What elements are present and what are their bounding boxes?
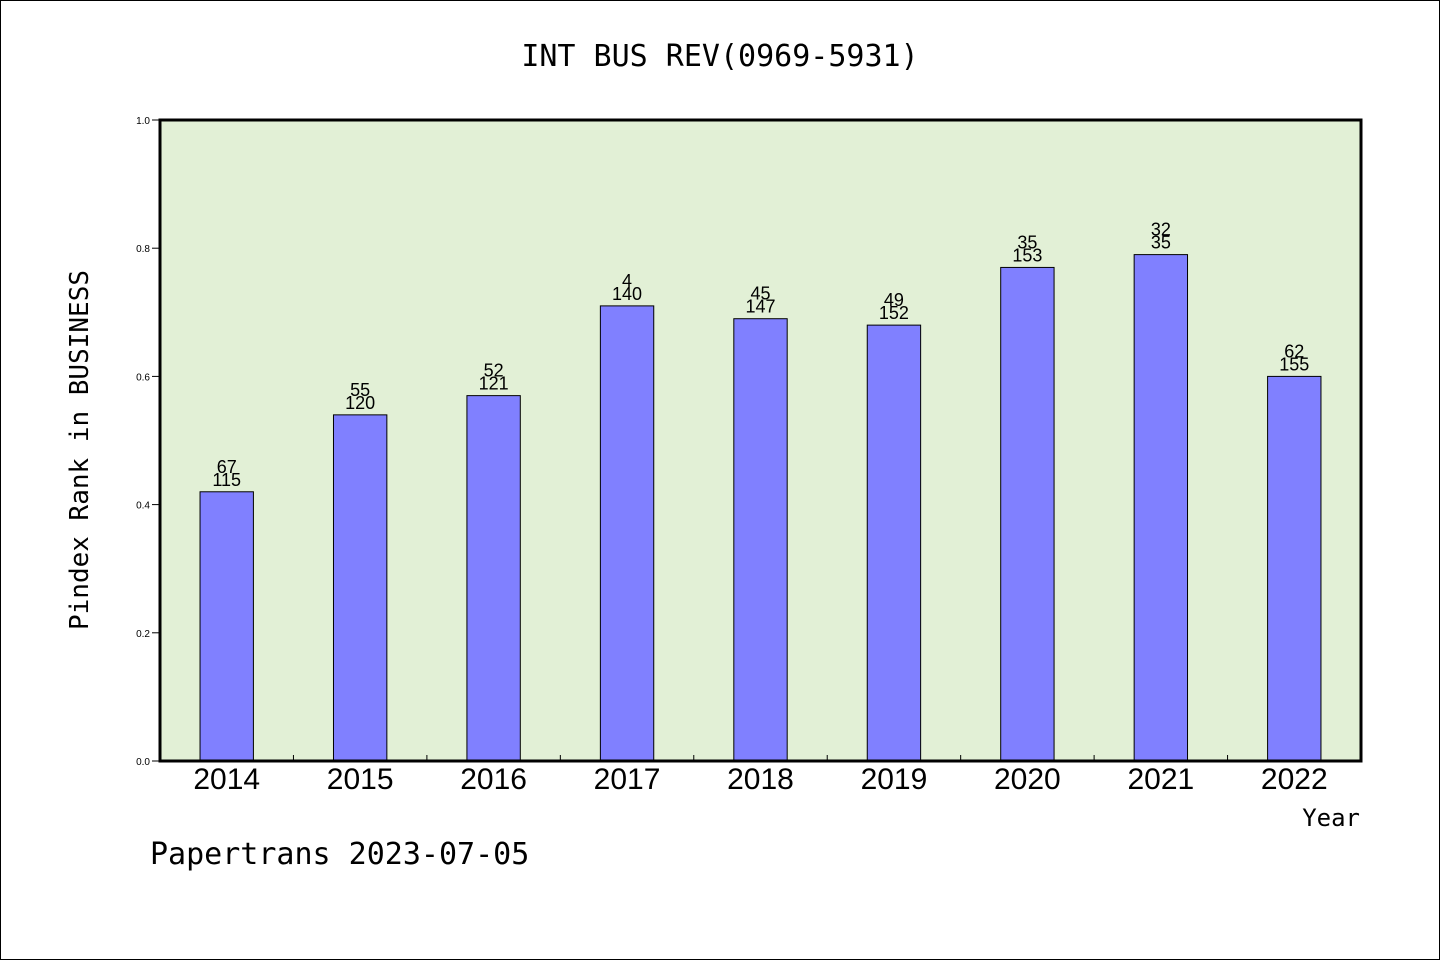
x-tick-label-2020: 2020 [994,763,1061,796]
chart-title: INT BUS REV(0969-5931) [521,39,918,74]
bar-2016 [466,395,521,762]
bar-label-bottom-2018: 147 [745,297,775,317]
x-tick-label-2015: 2015 [327,763,394,796]
bar-label-bottom-2022: 155 [1279,354,1309,374]
bar-2021 [1133,254,1189,762]
y-tick-label-1.0: 1.0 [136,116,150,127]
x-tick-label-2014: 2014 [193,763,260,796]
bars-group [199,254,1322,762]
bar-label-top-2020: 35 [1017,232,1037,252]
x-tick-label-2016: 2016 [460,763,527,796]
y-tick-label-0.6: 0.6 [136,372,150,383]
bar-label-top-2022: 62 [1284,341,1304,361]
bar-2019 [866,324,922,762]
bar-label-top-2014: 67 [217,457,237,477]
bar-label-top-2021: 32 [1151,220,1171,240]
bar-2020 [1000,266,1055,762]
bar-label-bottom-2019: 152 [879,303,909,323]
x-tick-label-2019: 2019 [861,763,928,796]
bar-label-bottom-2017: 140 [612,284,642,304]
bar-label-bottom-2016: 121 [479,374,509,394]
bar-2014 [199,491,254,762]
y-tick-label-0.4: 0.4 [136,501,150,512]
bar-2017 [599,305,655,762]
y-axis-title: Pindex Rank in BUSINESS [65,270,95,630]
bar-label-top-2016: 52 [484,361,504,381]
x-tick-label-2022: 2022 [1261,763,1328,796]
footer-credit: Papertrans 2023-07-05 [150,837,529,872]
x-tick-label-2017: 2017 [594,763,661,796]
y-tick-label-0.2: 0.2 [136,629,150,640]
bar-label-bottom-2014: 115 [212,470,241,490]
x-tick-label-2018: 2018 [727,763,794,796]
bar-2022 [1267,375,1322,762]
bar-label-top-2017: 4 [622,271,632,291]
y-tick-label-0.8: 0.8 [136,244,150,255]
bar-label-top-2018: 45 [750,284,770,304]
x-tick-label-2021: 2021 [1127,763,1194,796]
bar-label-top-2019: 49 [884,290,904,310]
plot-border [158,118,1363,763]
x-axis: 2014 2015 2016 2017 2018 2019 2020 2021 2022 [193,755,1328,796]
bar-2015 [332,414,388,762]
bar-label-top-2015: 55 [350,380,370,400]
x-axis-title: Year [1302,804,1360,832]
bar-2018 [733,318,788,762]
y-axis: 0.0 0.2 0.4 0.6 0.8 1.0 [136,116,160,768]
bar-label-bottom-2015: 120 [345,393,375,413]
y-tick-label-0.0: 0.0 [136,757,150,768]
bar-label-bottom-2021: 35 [1151,233,1171,253]
bar-label-bottom-2020: 153 [1012,245,1042,265]
